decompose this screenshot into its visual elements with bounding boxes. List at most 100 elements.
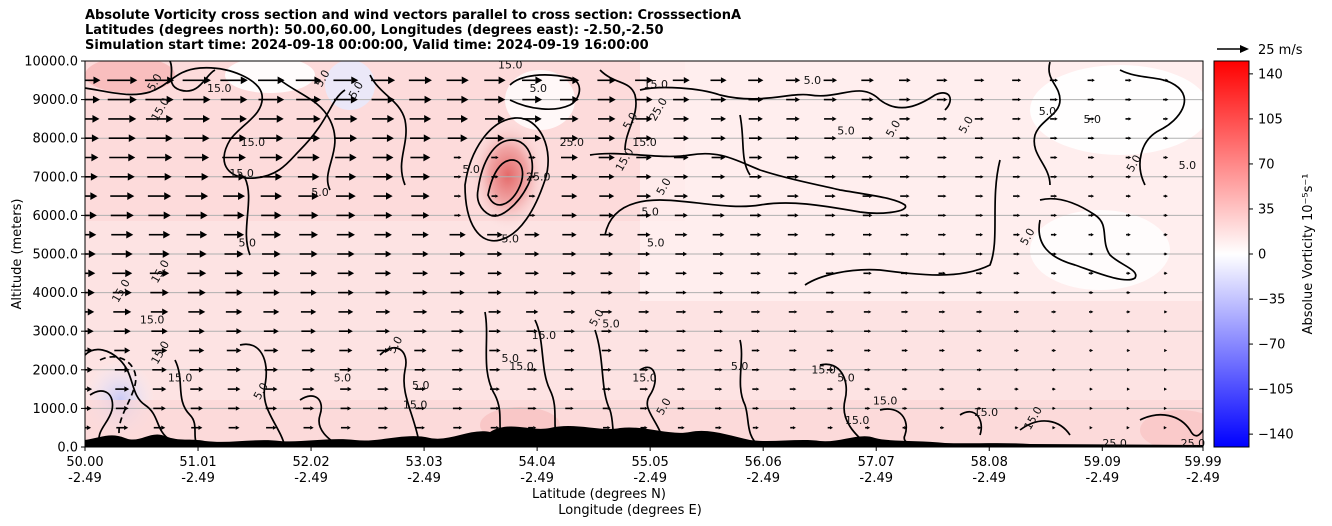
wind-vector-arrowhead: [645, 387, 649, 391]
wind-vector-arrowhead: [868, 310, 872, 314]
x-tick-label-lon: -2.49: [746, 471, 780, 486]
wind-vector-arrowhead: [830, 368, 834, 372]
contour-label: 5.0: [311, 186, 329, 199]
wind-vector-arrowhead: [1089, 406, 1093, 411]
contour-label: 5.0: [837, 124, 855, 137]
wind-vector-arrowhead: [310, 328, 316, 334]
x-tick-label-lat: 59.99: [1184, 455, 1221, 470]
wind-vector-arrowhead: [87, 327, 94, 335]
wind-vector-arrowhead: [459, 251, 466, 257]
wind-vector-arrowhead: [127, 192, 135, 200]
wind-vector-arrowhead: [350, 115, 358, 123]
wind-vector-arrowhead: [1016, 252, 1020, 256]
wind-vector-arrowhead: [199, 250, 207, 258]
wind-vector-arrowhead: [535, 115, 542, 123]
wind-vector-arrowhead: [608, 251, 614, 257]
wind-vector-arrowhead: [164, 172, 172, 181]
chart-title: Absolute Vorticity cross section and win…: [85, 8, 741, 53]
wind-vector-arrowhead: [943, 116, 948, 121]
x-tick-label-lon: -2.49: [181, 471, 215, 486]
wind-vector-arrowhead: [199, 347, 205, 354]
wind-vector-arrowhead: [385, 231, 392, 239]
wind-vector-arrowhead: [1052, 426, 1056, 430]
wind-vector-arrowhead: [906, 78, 911, 83]
contour-label: 15.0: [498, 59, 523, 72]
wind-vector-arrowhead: [237, 230, 245, 239]
wind-vector-arrowhead: [496, 367, 501, 372]
wind-vector-arrowhead: [384, 425, 388, 430]
wind-vector-arrowhead: [1053, 233, 1057, 237]
wind-vector-arrowhead: [422, 348, 427, 353]
contour-label: 25.0: [526, 171, 551, 184]
wind-vector-arrowhead: [756, 387, 760, 391]
wind-vector-arrowhead: [1127, 368, 1131, 372]
wind-vector-arrowhead: [385, 250, 392, 258]
wind-vector-arrowhead: [124, 425, 129, 430]
wind-vector-arrowhead: [979, 329, 983, 333]
wind-vector-arrowhead: [795, 116, 800, 122]
wind-vector-arrowhead: [793, 387, 797, 391]
wind-vector-arrowhead: [239, 115, 247, 123]
wind-vector-arrowhead: [609, 115, 616, 123]
wind-vector-arrowhead: [830, 406, 834, 411]
wind-vector-arrowhead: [646, 173, 652, 180]
contour-label: 15.0: [845, 414, 870, 427]
wind-vector-arrowhead: [91, 134, 99, 143]
wind-vector-arrowhead: [126, 230, 134, 239]
wind-vector-arrowhead: [535, 76, 543, 85]
y-tick-label: 2000.0: [33, 363, 79, 378]
wind-vector-arrowhead: [458, 426, 463, 430]
wind-vector-arrowhead: [1164, 271, 1168, 275]
wind-vector-arrowhead: [906, 97, 911, 102]
x-tick-label-lon: -2.49: [407, 471, 441, 486]
wind-vector-arrowhead: [461, 115, 469, 123]
title-line-2: Latitudes (degrees north): 50.00,60.00, …: [85, 23, 664, 38]
wind-vector-arrowhead: [979, 290, 983, 295]
wind-vector-arrowhead: [124, 308, 132, 316]
wind-vector-arrowhead: [608, 290, 613, 295]
wind-vector-arrowhead: [274, 211, 282, 220]
wind-vector-arrowhead: [831, 232, 836, 237]
wind-vector-arrowhead: [423, 153, 431, 162]
wind-vector-arrowhead: [682, 348, 686, 353]
wind-vector-arrowhead: [385, 211, 393, 219]
wind-vector-arrowhead: [459, 328, 464, 334]
wind-vector-arrowhead: [497, 251, 503, 257]
wind-vector-arrowhead: [720, 271, 724, 276]
y-tick-label: 6000.0: [33, 209, 79, 224]
contour-line: [279, 79, 336, 191]
wind-vector-arrowhead: [129, 115, 137, 123]
contour-label: 5.0: [462, 163, 480, 176]
wind-vector-arrowhead: [1089, 387, 1093, 391]
wind-vector-arrowhead: [943, 155, 947, 160]
wind-vector-arrowhead: [422, 387, 426, 392]
wind-vector-arrowhead: [571, 231, 577, 238]
wind-vector-arrowhead: [720, 96, 727, 103]
wind-vector-arrowhead: [124, 386, 130, 392]
x-tick-label-lat: 54.04: [519, 455, 556, 470]
wind-vector-arrowhead: [572, 115, 579, 123]
wind-vector-arrowhead: [236, 308, 243, 316]
wind-vector-arrowhead: [979, 271, 983, 275]
wind-vector-arrowhead: [943, 213, 947, 218]
wind-vector-arrowhead: [124, 327, 131, 335]
wind-vector-arrowhead: [979, 310, 983, 314]
wind-vector-arrowhead: [1091, 136, 1095, 140]
wind-vector-arrowhead: [161, 405, 166, 411]
wind-vector-arrowhead: [869, 77, 874, 83]
wind-vector-arrowhead: [162, 269, 170, 278]
wind-vector-arrowhead: [460, 231, 466, 238]
wind-vector-arrowhead: [1016, 271, 1020, 275]
wind-vector-arrowhead: [571, 251, 577, 257]
wind-vector-arrowhead: [310, 386, 315, 392]
wind-vector-arrowhead: [276, 134, 284, 143]
wind-vector-arrowhead: [943, 136, 947, 141]
wind-vector-arrowhead: [794, 193, 799, 199]
wind-vector-arrowhead: [495, 175, 499, 179]
wind-vector-arrowhead: [348, 309, 354, 315]
colorbar-tick-label: 70: [1258, 157, 1275, 172]
wind-vector-arrowhead: [1091, 155, 1095, 160]
quiver-key: 25 m/s: [1217, 43, 1303, 58]
wind-vector-arrowhead: [869, 174, 873, 179]
contour-line: [169, 61, 216, 92]
